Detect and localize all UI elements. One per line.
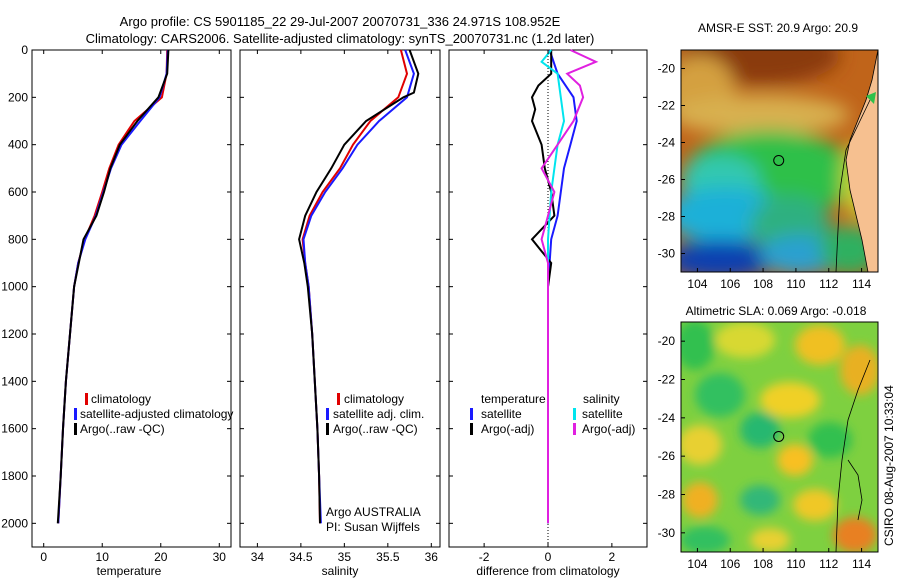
y-tick-label: 1600 [1,422,28,436]
y-tick-label: 1000 [1,280,28,294]
temperature-profile-panel: 0 10 20 30 0 200 400 600 800 1000 1200 1400 1600 180… [1,43,233,578]
sst-map-title: AMSR-E SST: 20.9 Argo: 20.9 [698,21,858,35]
legend-swatch-temp-argo [470,423,473,435]
difference-x-axis-label: difference from climatology [476,564,619,578]
argo-pi-annotation: PI: Susan Wijffels [326,520,420,534]
sla-map-title: Altimetric SLA: 0.069 Argo: -0.018 [686,304,867,318]
y-tick-label: 1800 [1,469,28,483]
legend-swatch-satellite [326,408,329,420]
map-x-tick-label: 104 [687,277,707,291]
sla-profile-location-marker [773,430,785,442]
legend-label-temp-satellite: satellite [481,407,522,421]
legend-swatch-temp-satellite [470,408,473,420]
map-x-tick-label: 110 [786,557,805,571]
sla-map-panel: Altimetric SLA: 0.069 Argo: -0.018 [658,304,879,571]
temperature-legend: climatology satellite-adjusted climatolo… [74,392,233,436]
x-tick-label: 10 [96,550,110,564]
figure-title-line-2: Climatology: CARS2006. Satellite-adjuste… [85,31,595,46]
figure-title-line-1: Argo profile: CS 5901185_22 29-Jul-2007 … [119,14,561,29]
map-y-tick-label: -22 [658,373,676,387]
map-x-tick-label: 110 [786,277,805,291]
y-tick-label: 1200 [1,327,28,341]
x-tick-label: 30 [213,550,227,564]
legend-label-sal-satellite: satellite [582,407,623,421]
legend-heading-salinity: salinity [583,392,620,406]
x-tick-label: 36 [425,550,439,564]
legend-label-satellite: satellite-adjusted climatology [80,407,233,421]
legend-swatch-sal-satellite [573,408,576,420]
legend-label-climatology: climatology [344,392,404,406]
x-tick-label: 35.5 [376,550,400,564]
y-tick-label: 800 [8,232,28,246]
legend-swatch-climatology [337,393,340,405]
map-y-tick-label: -30 [658,247,676,261]
y-tick-label: 600 [8,185,28,199]
series-line-argo-raw-qc- [298,49,420,524]
map-y-tick-label: -28 [658,210,676,224]
map-y-tick-label: -20 [658,62,676,76]
map-x-tick-label: 108 [753,277,773,291]
map-x-tick-label: 106 [720,277,740,291]
map-y-tick-label: -24 [658,136,676,150]
map-x-tick-label: 104 [687,557,707,571]
legend-label-satellite: satellite adj. clim. [333,407,424,421]
map-y-tick-label: -28 [658,488,676,502]
x-tick-label: 0 [545,550,552,564]
map-x-tick-label: 108 [753,557,773,571]
series-line-salinity-argo-adj- [540,49,599,524]
sst-heatmap [681,50,878,272]
y-tick-label: 200 [8,90,28,104]
legend-label-climatology: climatology [91,392,151,406]
sst-map-panel: AMSR-E SST: 20.9 Argo: 20.9 104 10 [658,21,879,291]
x-tick-label: 20 [154,550,168,564]
legend-swatch-argo [74,423,77,435]
credit-timestamp: CSIRO 08-Aug-2007 10:33:04 [882,385,896,546]
sst-profile-location-marker [773,154,785,166]
map-x-tick-label: 112 [819,277,838,291]
argo-program-annotation: Argo AUSTRALIA [326,505,421,519]
salinity-legend: climatology satellite adj. clim. Argo(..… [326,392,424,436]
x-tick-label: 34.5 [289,550,313,564]
difference-profile-panel: -2 0 2 difference from climatology tempera… [448,49,648,578]
y-tick-label: 400 [8,138,28,152]
legend-label-argo: Argo(..raw -QC) [80,422,165,436]
series-line-salinity-satellite [540,49,566,524]
legend-swatch-climatology [85,393,88,405]
legend-swatch-satellite [74,408,77,420]
y-tick-label: 0 [21,43,28,57]
legend-label-temp-argo: Argo(-adj) [481,422,534,436]
salinity-profile-panel: 34 34.5 35 35.5 36 salinity climatology sate… [239,49,441,578]
legend-swatch-sal-argo [573,423,576,435]
y-tick-label: 2000 [1,516,28,530]
salinity-plot-frame [239,49,441,548]
temperature-x-axis-label: temperature [97,564,162,578]
map-y-tick-label: -26 [658,449,676,463]
x-tick-label: 35 [338,550,352,564]
series-line-argo-raw-qc- [56,49,170,524]
y-tick-label: 1400 [1,374,28,388]
map-y-tick-label: -26 [658,173,676,187]
legend-heading-temperature: temperature [481,392,546,406]
map-x-tick-label: 114 [852,277,871,291]
x-tick-label: 2 [609,550,616,564]
map-y-tick-label: -22 [658,99,676,113]
map-x-tick-label: 114 [852,557,871,571]
x-tick-label: 34 [251,550,265,564]
map-x-tick-label: 112 [819,557,838,571]
sla-heatmap [681,322,878,552]
map-y-tick-label: -24 [658,411,676,425]
legend-label-sal-argo: Argo(-adj) [582,422,635,436]
salinity-x-axis-label: salinity [322,564,359,578]
map-y-tick-label: -30 [658,526,676,540]
x-tick-label: 0 [40,550,47,564]
x-tick-label: -2 [479,550,490,564]
difference-legend: temperature satellite Argo(-adj) salinit… [470,392,635,436]
legend-label-argo: Argo(..raw -QC) [333,422,418,436]
legend-swatch-argo [326,423,329,435]
map-y-tick-label: -20 [658,334,676,348]
map-x-tick-label: 106 [720,557,740,571]
